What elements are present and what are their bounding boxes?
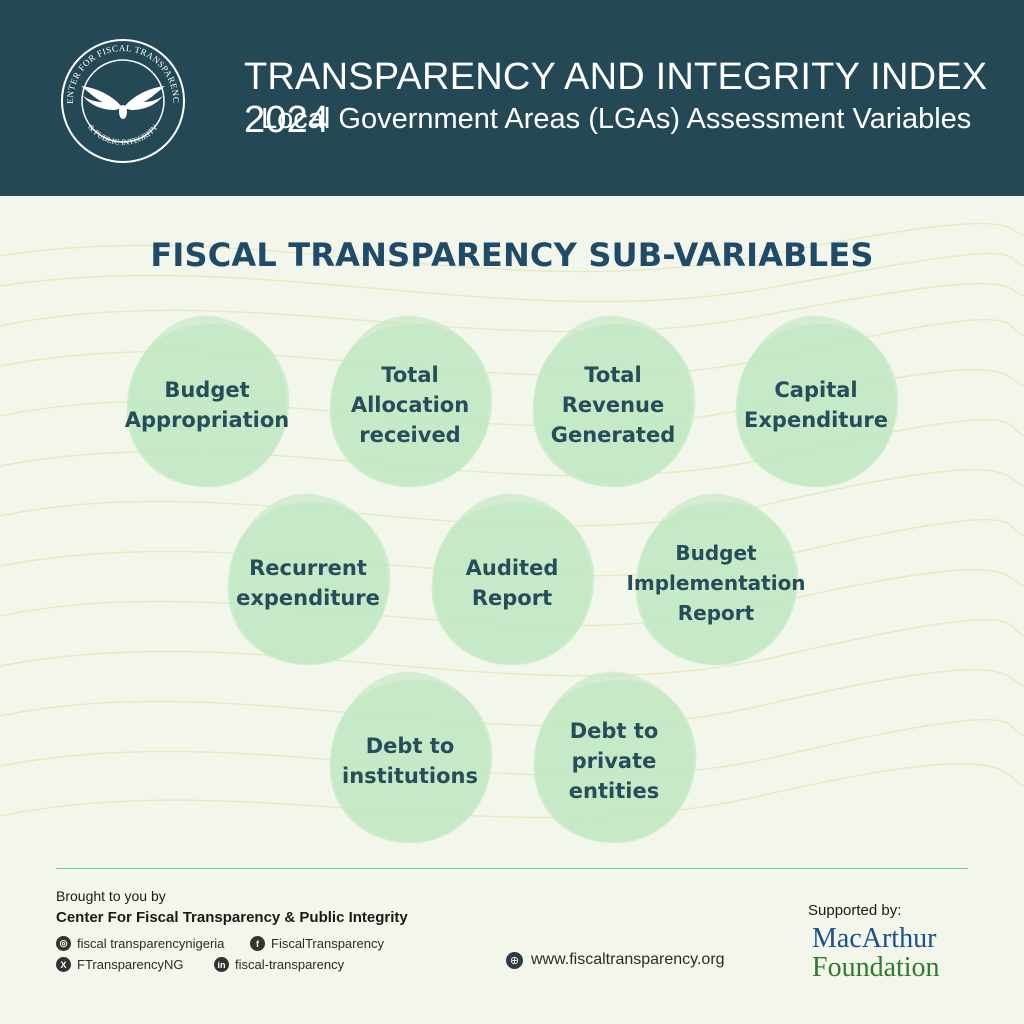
page-title: TRANSPARENCY AND INTEGRITY INDEX 2024 [244, 56, 988, 141]
sponsor-logo-line1: MacArthur [812, 923, 937, 954]
supported-by-label: Supported by: [808, 902, 902, 919]
page-subtitle: Local Government Areas (LGAs) Assessment… [261, 103, 972, 135]
sub-variable-label: Budget Appropriation [124, 377, 290, 432]
sub-variable-label: Debt to private entities [568, 718, 660, 803]
sub-variable-label: Debt to institutions [342, 733, 478, 788]
sub-variable-label: Total Allocation received [350, 362, 470, 447]
sub-variable-recurrent-expenditure: Recurrent expenditure [218, 490, 398, 675]
footer-divider [56, 868, 968, 869]
facebook-icon: f [250, 936, 265, 951]
sub-variable-debt-private: Debt to private entities [524, 668, 704, 853]
x-link[interactable]: X FTransparencyNG [56, 957, 183, 972]
sub-variable-total-allocation: Total Allocation received [320, 312, 500, 497]
sub-variable-label: Capital Expenditure [744, 377, 888, 432]
sponsor-logo-line2: Foundation [812, 952, 940, 983]
facebook-link[interactable]: f FiscalTransparency [250, 936, 384, 951]
x-icon: X [56, 957, 71, 972]
logo-seal-icon: CENTER FOR FISCAL TRANSPARENCY & PUBLIC … [50, 28, 193, 166]
sub-variable-label: Recurrent expenditure [236, 555, 380, 610]
sub-variable-label: Total Revenue Generated [550, 362, 676, 447]
svg-text:& PUBLIC INTEGRITY: & PUBLIC INTEGRITY [86, 123, 160, 147]
instagram-link[interactable]: ◎ fiscal transparencynigeria [56, 936, 224, 951]
linkedin-icon: in [214, 957, 229, 972]
website-link[interactable]: ⊕ www.fiscaltransparency.org [506, 951, 725, 969]
brought-to-you-label: Brought to you by [56, 888, 166, 904]
linkedin-link[interactable]: in fiscal-transparency [214, 957, 344, 972]
sub-variable-capital-expenditure: Capital Expenditure [726, 312, 906, 497]
instagram-handle: fiscal transparencynigeria [77, 936, 225, 951]
instagram-icon: ◎ [56, 936, 71, 951]
sub-variable-debt-institutions: Debt to institutions [320, 668, 500, 853]
website-url: www.fiscaltransparency.org [531, 951, 725, 968]
organization-name: Center For Fiscal Transparency & Public … [56, 909, 408, 926]
sub-variable-audited-report: Audited Report [422, 490, 602, 675]
sub-variable-budget-appropriation: Budget Appropriation [117, 312, 297, 497]
globe-icon: ⊕ [506, 951, 523, 969]
sub-variable-budget-implementation: Budget Implementation Report [626, 490, 806, 675]
x-handle: FTransparencyNG [77, 957, 184, 972]
sub-variable-label: Audited Report [465, 555, 559, 610]
facebook-handle: FiscalTransparency [271, 936, 384, 951]
header-banner: CENTER FOR FISCAL TRANSPARENCY & PUBLIC … [0, 0, 1024, 196]
sub-variable-total-revenue: Total Revenue Generated [523, 312, 703, 497]
section-title: FISCAL TRANSPARENCY SUB-VARIABLES [150, 236, 874, 274]
linkedin-handle: fiscal-transparency [235, 957, 345, 972]
svg-text:CENTER FOR FISCAL TRANSPARENCY: CENTER FOR FISCAL TRANSPARENCY [53, 36, 181, 104]
sub-variable-label: Budget Implementation Report [626, 540, 806, 625]
